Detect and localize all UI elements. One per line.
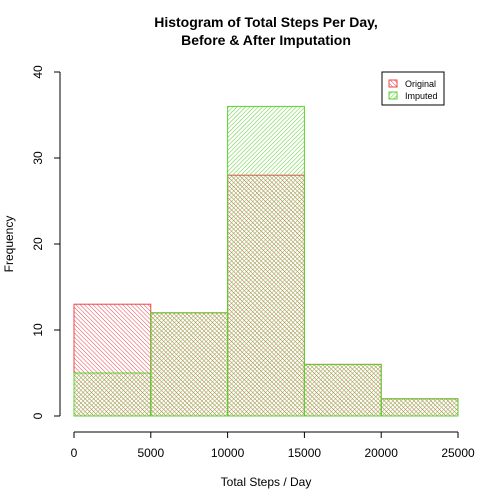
x-tick-label: 0	[71, 446, 78, 460]
chart-title-line-1: Histogram of Total Steps Per Day,	[154, 14, 378, 30]
legend-swatch-original	[388, 79, 398, 88]
chart-title-line-2: Before & After Imputation	[181, 32, 351, 48]
legend: Original Imputed	[381, 71, 445, 106]
bar-imputed-2	[227, 105, 305, 417]
x-tick-label: 20000	[365, 446, 399, 460]
y-axis-label: Frequency	[2, 216, 16, 273]
bar-imputed-1	[150, 312, 229, 417]
y-tick-label: 40	[31, 65, 45, 79]
x-tick-label: 15000	[288, 446, 322, 460]
x-axis-label: Total Steps / Day	[221, 475, 312, 489]
y-ticks-group: 0 10 20 30 40	[31, 65, 60, 419]
bars-group	[73, 105, 459, 417]
bar-imputed-0	[73, 372, 152, 417]
y-tick-label: 0	[31, 412, 45, 419]
x-ticks-group: 0 5000 10000 15000 20000 25000	[71, 432, 475, 460]
bar-imputed-3	[303, 363, 382, 417]
x-tick-label: 10000	[211, 446, 245, 460]
y-tick-label: 20	[31, 237, 45, 251]
bar-imputed-4	[380, 398, 459, 417]
y-tick-label: 30	[31, 151, 45, 165]
legend-swatch-imputed	[388, 91, 398, 100]
y-tick-label: 10	[31, 323, 45, 337]
legend-box	[381, 71, 445, 106]
legend-label-imputed: Imputed	[405, 91, 438, 101]
x-tick-label: 5000	[137, 446, 164, 460]
x-tick-label: 25000	[441, 446, 475, 460]
legend-label-original: Original	[405, 79, 436, 89]
